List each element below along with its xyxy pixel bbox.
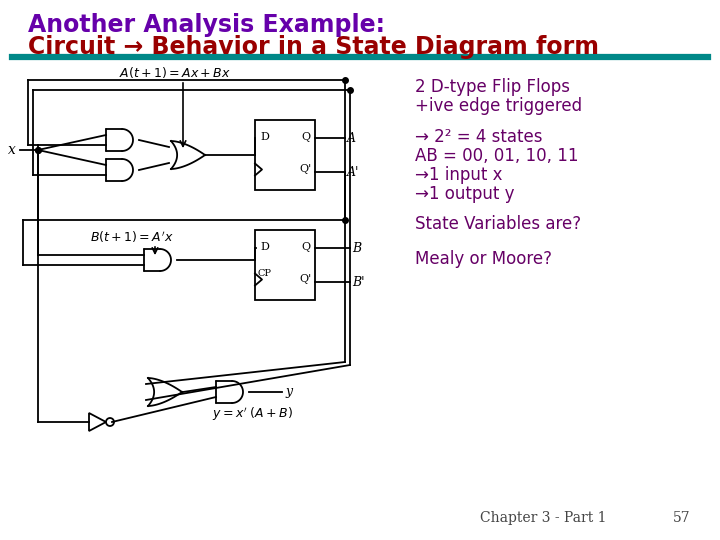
Text: D: D bbox=[260, 242, 269, 253]
Text: →1 output y: →1 output y bbox=[415, 185, 515, 203]
Text: $y = x'\ (A+B)$: $y = x'\ (A+B)$ bbox=[212, 405, 292, 423]
Text: → 2² = 4 states: → 2² = 4 states bbox=[415, 128, 542, 146]
Text: →1 input x: →1 input x bbox=[415, 166, 503, 184]
Text: A: A bbox=[347, 132, 356, 145]
Text: D: D bbox=[260, 132, 269, 143]
Text: Chapter 3 - Part 1: Chapter 3 - Part 1 bbox=[480, 511, 606, 525]
Text: State Variables are?: State Variables are? bbox=[415, 215, 581, 233]
Text: B: B bbox=[352, 241, 361, 254]
Text: AB = 00, 01, 10, 11: AB = 00, 01, 10, 11 bbox=[415, 147, 578, 165]
Text: Q': Q' bbox=[299, 274, 311, 285]
Text: Another Analysis Example:: Another Analysis Example: bbox=[28, 13, 385, 37]
Text: B': B' bbox=[352, 275, 364, 288]
Text: A': A' bbox=[347, 165, 359, 179]
Text: Q: Q bbox=[301, 242, 310, 253]
Text: +ive edge triggered: +ive edge triggered bbox=[415, 97, 582, 115]
Text: $A(t+1) = Ax + Bx$: $A(t+1) = Ax + Bx$ bbox=[119, 64, 231, 79]
Text: CP: CP bbox=[257, 268, 271, 278]
Bar bbox=[255, 120, 315, 190]
Text: Circuit → Behavior in a State Diagram form: Circuit → Behavior in a State Diagram fo… bbox=[28, 35, 599, 59]
Text: 2 D-type Flip Flops: 2 D-type Flip Flops bbox=[415, 78, 570, 96]
Text: Q: Q bbox=[301, 132, 310, 143]
Text: 57: 57 bbox=[672, 511, 690, 525]
Text: x: x bbox=[8, 143, 16, 157]
Text: Q': Q' bbox=[299, 165, 311, 174]
Text: $B(t+1) = A'x$: $B(t+1) = A'x$ bbox=[90, 230, 174, 245]
Bar bbox=[255, 230, 315, 300]
Text: Mealy or Moore?: Mealy or Moore? bbox=[415, 250, 552, 268]
Text: y: y bbox=[285, 386, 292, 399]
